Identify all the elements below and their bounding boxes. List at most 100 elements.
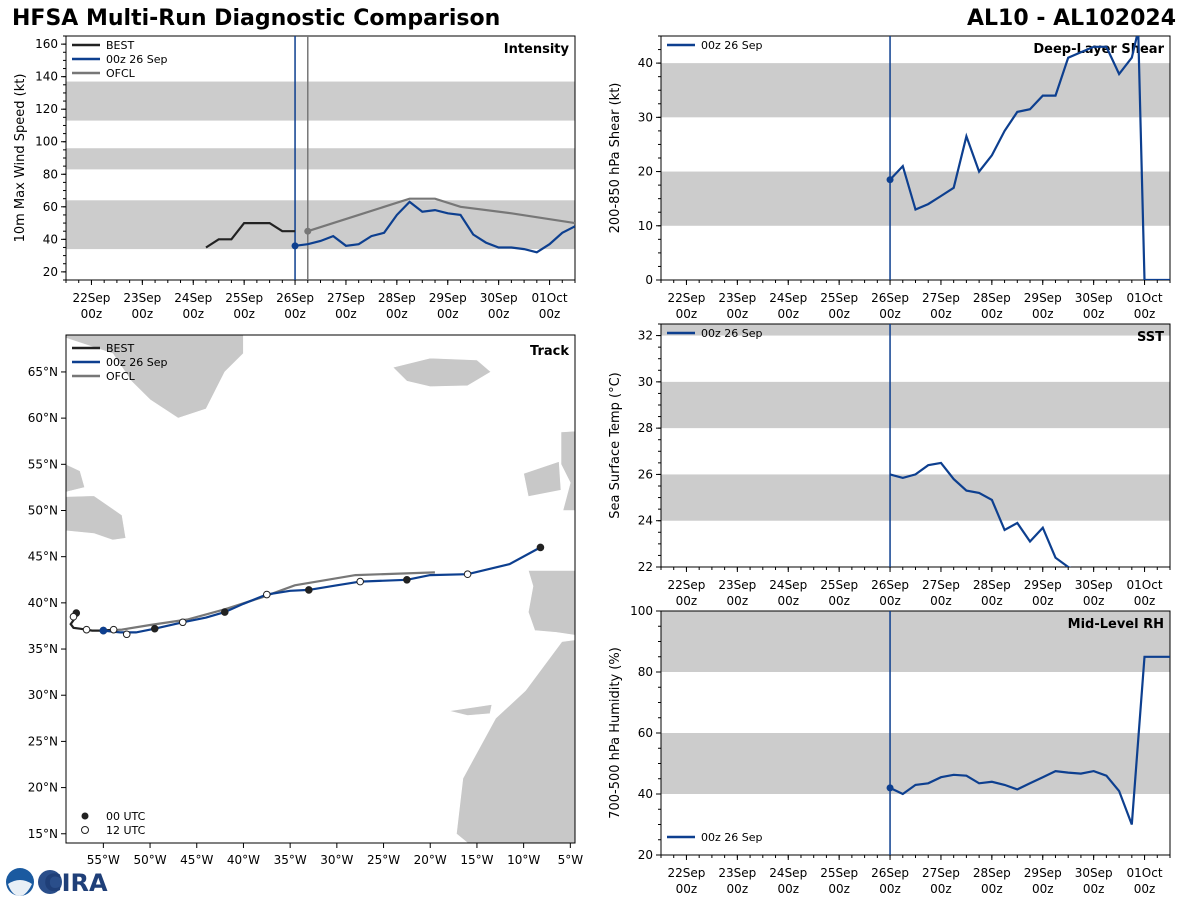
land-iberia <box>527 570 575 636</box>
shear-ytick-label: 20 <box>638 165 653 179</box>
rh-xtick-hour: 00z <box>1134 882 1156 896</box>
shear-xtick-hour: 00z <box>1134 307 1156 321</box>
intensity-xtick-date: 22Sep <box>73 291 111 305</box>
intensity-xtick-date: 01Oct <box>532 291 568 305</box>
land-greenland <box>66 335 244 419</box>
track-legend-label: BEST <box>106 342 134 355</box>
rh-ytick-label: 80 <box>638 665 653 679</box>
intensity-xtick-hour: 00z <box>132 307 154 321</box>
track-run-00utc-point <box>403 575 411 584</box>
rh-legend-label: 00z 26 Sep <box>701 831 763 844</box>
shear-legend-label: 00z 26 Sep <box>701 39 763 52</box>
sst-title: SST <box>1137 330 1164 345</box>
track-xtick-label: 55°W <box>87 853 120 867</box>
shear-ylabel: 200-850 hPa Shear (kt) <box>608 83 623 234</box>
cira-logo: CIRA <box>6 868 108 897</box>
rh-title: Mid-Level RH <box>1068 617 1164 632</box>
track-run-00utc-point <box>150 624 159 633</box>
rh-xtick-date: 30Sep <box>1075 866 1113 880</box>
land-canaries <box>448 704 493 716</box>
track-xtick-label: 10°W <box>507 853 540 867</box>
intensity-series-00z-26-sep <box>294 200 575 254</box>
sst-xtick-hour: 00z <box>930 594 952 608</box>
storm-id-title: AL10 - AL102024 <box>967 6 1176 31</box>
rh-xtick-hour: 00z <box>828 882 850 896</box>
intensity-ytick-label: 80 <box>43 167 58 181</box>
intensity-xtick-date: 28Sep <box>378 291 416 305</box>
track-run-12utc-point <box>122 630 131 639</box>
track-xtick-label: 35°W <box>274 853 307 867</box>
shear-xtick-date: 29Sep <box>1024 291 1062 305</box>
track-run-00utc-point <box>220 608 229 616</box>
shear-xtick-date: 01Oct <box>1127 291 1163 305</box>
track-xtick-label: 15°W <box>460 853 493 867</box>
shear-xtick-date: 26Sep <box>871 291 909 305</box>
track-best-12utc-point <box>69 612 78 621</box>
track-ytick-label: 35°N <box>28 642 58 656</box>
track-title: Track <box>530 344 569 359</box>
intensity-ytick-label: 140 <box>35 70 58 84</box>
track-legend-00utc-dot <box>81 812 89 820</box>
track-legend-12utc-dot <box>81 826 89 834</box>
rh-ylabel: 700-500 hPa Humidity (%) <box>608 647 623 819</box>
sst-frame <box>660 323 1171 568</box>
track-run-start-marker <box>99 626 108 635</box>
rh-xtick-date: 26Sep <box>871 866 909 880</box>
rh-ytick-label: 60 <box>638 726 653 740</box>
sst-legend-label: 00z 26 Sep <box>701 327 763 340</box>
land-british-isles <box>560 430 575 511</box>
rh-xtick-date: 28Sep <box>973 866 1011 880</box>
shear-marker-run <box>886 176 894 184</box>
intensity-ytick-label: 40 <box>43 232 58 246</box>
track-ytick-label: 65°N <box>28 365 58 379</box>
globe-icon <box>38 870 62 894</box>
rh-xtick-date: 29Sep <box>1024 866 1062 880</box>
track-run-12utc-point <box>463 570 472 579</box>
shear-xtick-hour: 00z <box>930 307 952 321</box>
track-run-00utc-point <box>536 543 545 552</box>
track-legend-00utc-label: 00 UTC <box>106 810 146 823</box>
rh-xtick-hour: 00z <box>879 882 901 896</box>
sst-xtick-hour: 00z <box>1032 594 1054 608</box>
track-ytick-label: 15°N <box>28 827 58 841</box>
track-legend-label: OFCL <box>106 370 136 383</box>
intensity-legend-label: 00z 26 Sep <box>106 53 168 66</box>
track-ytick-label: 50°N <box>28 503 58 517</box>
intensity-xtick-hour: 00z <box>233 307 255 321</box>
shear-ytick-label: 0 <box>645 273 653 287</box>
intensity-title: Intensity <box>504 42 570 57</box>
shear-xtick-hour: 00z <box>727 307 749 321</box>
sst-xtick-hour: 00z <box>879 594 901 608</box>
intensity-xtick-hour: 00z <box>81 307 103 321</box>
rh-xtick-date: 27Sep <box>922 866 960 880</box>
track-run-12utc-point <box>262 590 271 599</box>
sst-ytick-label: 24 <box>638 514 653 528</box>
sst-ytick-label: 32 <box>638 329 653 343</box>
rh-marker-run <box>886 784 894 792</box>
sst-ytick-label: 30 <box>638 375 653 389</box>
intensity-xtick-hour: 00z <box>386 307 408 321</box>
track-legend-label: 00z 26 Sep <box>106 356 168 369</box>
intensity-band-2 <box>66 81 575 121</box>
intensity-legend-label: BEST <box>106 39 134 52</box>
intensity-xtick-hour: 00z <box>488 307 510 321</box>
track-xtick-label: 50°W <box>133 853 166 867</box>
sst-band-2 <box>661 324 1170 336</box>
intensity-xtick-date: 26Sep <box>276 291 314 305</box>
track-best-12utc-point <box>82 625 91 634</box>
intensity-ytick-label: 120 <box>35 102 58 116</box>
shear-xtick-date: 22Sep <box>668 291 706 305</box>
intensity-series-best <box>205 222 296 249</box>
intensity-xtick-date: 24Sep <box>174 291 212 305</box>
shear-xtick-date: 24Sep <box>769 291 807 305</box>
rh-xtick-hour: 00z <box>727 882 749 896</box>
sst-xtick-date: 29Sep <box>1024 578 1062 592</box>
shear-band-0 <box>661 171 1170 226</box>
rh-series-00z-26-sep <box>889 655 1170 825</box>
track-run-12utc-point <box>178 618 187 627</box>
sst-xtick-date: 24Sep <box>769 578 807 592</box>
intensity-series-ofcl <box>307 197 575 233</box>
rh-xtick-date: 23Sep <box>718 866 756 880</box>
intensity-xtick-hour: 00z <box>335 307 357 321</box>
sst-ytick-label: 26 <box>638 467 653 481</box>
